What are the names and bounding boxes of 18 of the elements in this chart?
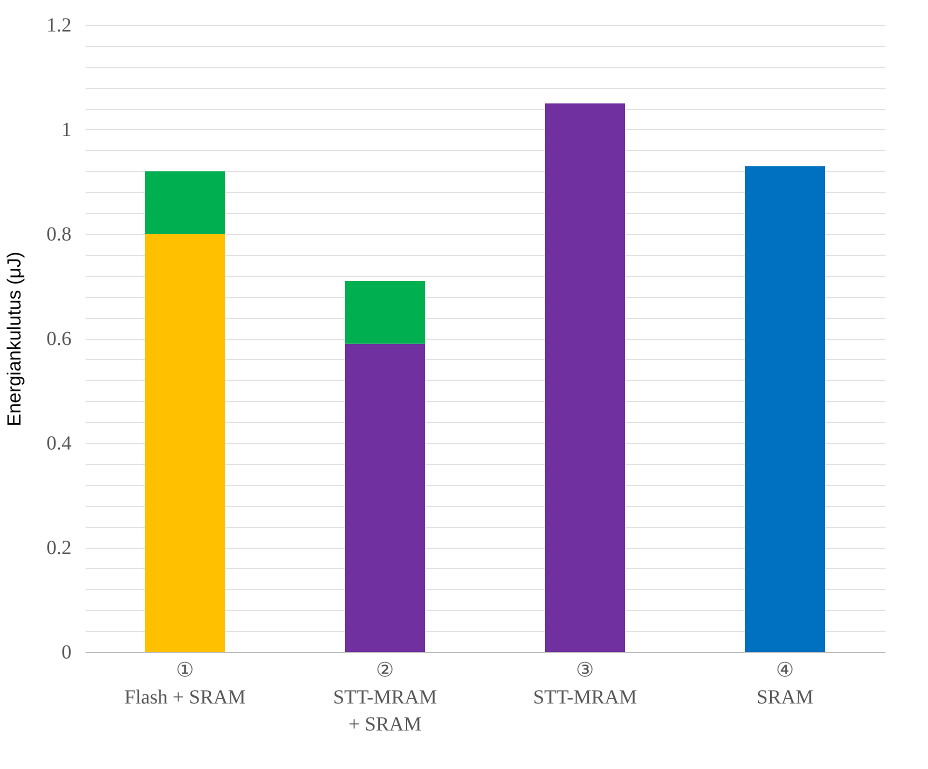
x-tick-label: ① Flash + SRAM bbox=[124, 660, 246, 708]
bar bbox=[145, 171, 225, 234]
x-tick-label: ④ SRAM bbox=[756, 660, 814, 708]
y-tick-label: 0.4 bbox=[46, 432, 72, 454]
bar bbox=[345, 281, 425, 344]
y-tick-label: 1 bbox=[62, 119, 72, 141]
y-axis-title: Energiankulutus (μJ) bbox=[4, 252, 26, 426]
bar bbox=[145, 234, 225, 652]
bar bbox=[745, 166, 825, 652]
x-tick-label: ③ STT-MRAM bbox=[533, 660, 638, 708]
bar bbox=[345, 344, 425, 652]
y-tick-label: 1.2 bbox=[46, 14, 72, 36]
text: 0.2 bbox=[46, 537, 72, 559]
y-tick-label: 0.6 bbox=[46, 328, 72, 350]
y-tick-label: 0 bbox=[62, 642, 72, 664]
bar bbox=[545, 103, 625, 652]
x-tick-label: ② STT-MRAM + SRAM bbox=[333, 660, 438, 736]
y-tick-label: 0.8 bbox=[46, 224, 72, 246]
